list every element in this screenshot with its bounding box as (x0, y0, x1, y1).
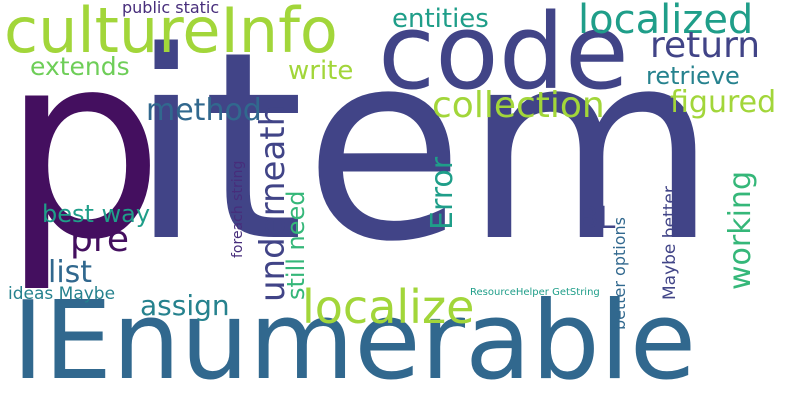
word-error: Error (425, 156, 460, 230)
word-figured: figured (670, 85, 777, 120)
word-pre: pre (70, 219, 130, 260)
word-item: item (130, 0, 718, 299)
word-return: return (650, 25, 761, 66)
word-cultureinfo: cultureInfo (4, 0, 338, 67)
word-list: list (48, 255, 93, 290)
word-ideas-maybe: ideas Maybe (8, 284, 116, 304)
word-localized: localized (578, 0, 754, 43)
word-best-way: best way (42, 200, 151, 228)
word-better-options: better options (610, 217, 629, 330)
word-bl: BL (578, 201, 616, 236)
word-p: p (2, 0, 164, 296)
word-resourcehelper-getstring: ResourceHelper GetString (470, 287, 600, 298)
word-localize: localize (302, 280, 475, 334)
word-foreach-string: foreach string (230, 160, 246, 258)
word-entities: entities (392, 4, 489, 34)
word-method: method (146, 93, 262, 128)
word-public-static: public static (122, 0, 220, 17)
word-still-need: still need (282, 190, 310, 300)
word-extends: extends (30, 52, 130, 81)
word-ienumerable: IEnumerable (12, 279, 697, 400)
word-collection: collection (432, 85, 605, 126)
word-retrieve: retrieve (646, 62, 740, 90)
word-working: working (723, 171, 758, 290)
word-code: code (378, 0, 629, 113)
word-maybe-better: Maybe better (660, 186, 680, 300)
word-assign: assign (140, 289, 230, 322)
word-write: write (288, 56, 354, 86)
